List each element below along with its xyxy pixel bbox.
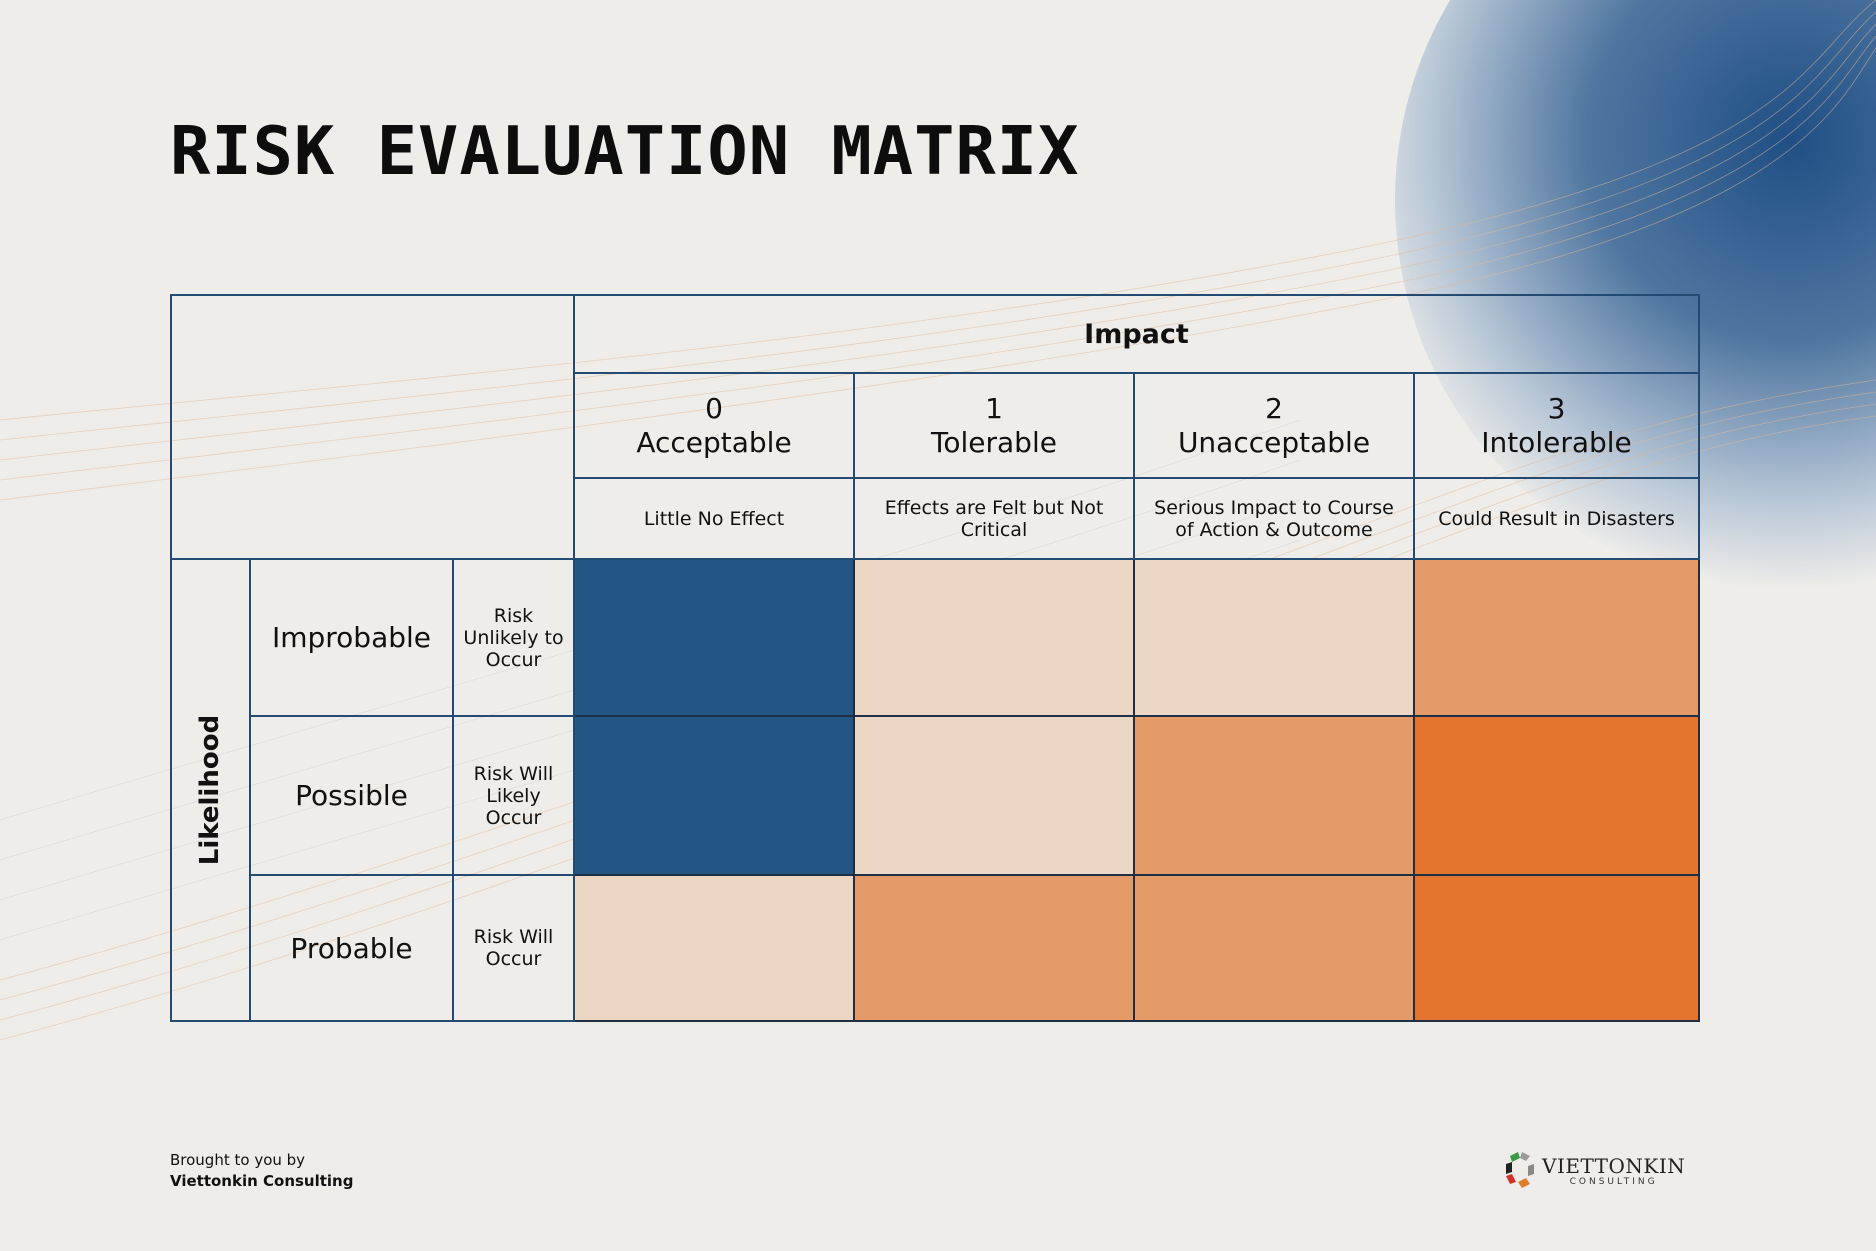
- footer-credit: Brought to you by Viettonkin Consulting: [170, 1150, 353, 1192]
- matrix-cell: [1415, 876, 1700, 1022]
- impact-header: Impact: [575, 294, 1700, 374]
- likelihood-description-probable: Risk Will Occur: [454, 876, 575, 1022]
- impact-level-1: 1 Tolerable: [855, 374, 1135, 479]
- logo-name: VIETTONKIN: [1542, 1154, 1686, 1178]
- logo-mark-icon: [1506, 1152, 1534, 1188]
- impact-level-3: 3 Intolerable: [1415, 374, 1700, 479]
- footer-credit-line: Brought to you by: [170, 1151, 306, 1169]
- likelihood-description-improbable: Risk Unlikely to Occur: [454, 560, 575, 717]
- matrix-cell: [1415, 717, 1700, 876]
- matrix-cell: [855, 876, 1135, 1022]
- matrix-cell: [1135, 560, 1415, 717]
- risk-matrix: Impact 0 Acceptable 1 Tolerable 2 Unacce…: [170, 294, 1700, 1022]
- impact-description-0: Little No Effect: [575, 479, 855, 560]
- likelihood-header-label: Likelihood: [195, 714, 226, 866]
- likelihood-level-possible: Possible: [251, 717, 454, 876]
- impact-level-number: 2: [1265, 391, 1283, 425]
- impact-level-label: Tolerable: [931, 425, 1057, 459]
- matrix-cell: [1415, 560, 1700, 717]
- impact-level-number: 0: [705, 391, 723, 425]
- matrix-cell: [575, 717, 855, 876]
- likelihood-level-probable: Probable: [251, 876, 454, 1022]
- impact-level-2: 2 Unacceptable: [1135, 374, 1415, 479]
- matrix-cell: [575, 560, 855, 717]
- likelihood-description-possible: Risk Will Likely Occur: [454, 717, 575, 876]
- matrix-cell: [855, 717, 1135, 876]
- matrix-cell: [1135, 717, 1415, 876]
- impact-level-label: Acceptable: [636, 425, 792, 459]
- matrix-cell: [1135, 876, 1415, 1022]
- likelihood-header: Likelihood: [170, 560, 251, 1022]
- page-title: RISK EVALUATION MATRIX: [170, 112, 1080, 190]
- matrix-cell: [575, 876, 855, 1022]
- impact-description-3: Could Result in Disasters: [1415, 479, 1700, 560]
- logo-subtitle: CONSULTING: [1569, 1177, 1658, 1187]
- impact-level-number: 1: [985, 391, 1003, 425]
- matrix-cell: [855, 560, 1135, 717]
- impact-description-2: Serious Impact to Course of Action & Out…: [1135, 479, 1415, 560]
- company-logo: VIETTONKIN CONSULTING: [1504, 1150, 1685, 1192]
- impact-description-1: Effects are Felt but Not Critical: [855, 479, 1135, 560]
- footer-company-name: Viettonkin Consulting: [170, 1172, 354, 1190]
- impact-level-label: Intolerable: [1481, 425, 1632, 459]
- impact-level-label: Unacceptable: [1177, 425, 1371, 459]
- impact-level-number: 3: [1547, 391, 1566, 425]
- matrix-corner-blank: [170, 294, 575, 560]
- impact-level-0: 0 Acceptable: [575, 374, 855, 479]
- likelihood-level-improbable: Improbable: [251, 560, 454, 717]
